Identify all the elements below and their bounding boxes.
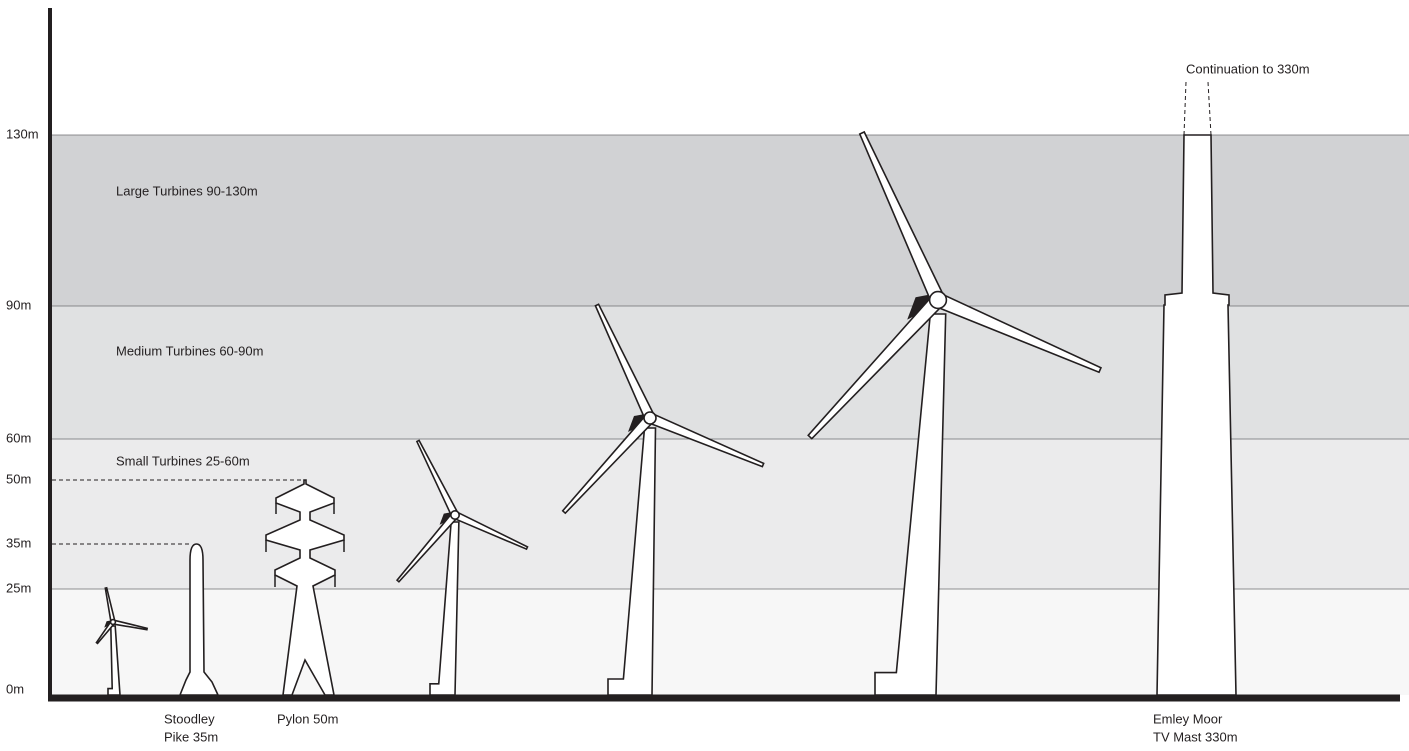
object-label: Stoodley	[164, 711, 215, 726]
object-label: Pike 35m	[164, 729, 218, 744]
turbine-hub	[643, 411, 657, 425]
axis-tick-label: 90m	[6, 297, 31, 312]
object-label: Pylon 50m	[277, 711, 338, 726]
band-label: Medium Turbines 60-90m	[116, 343, 263, 358]
axis-tick-label: 0m	[6, 681, 24, 696]
axis-tick-label: 60m	[6, 430, 31, 445]
stoodley-pike	[178, 543, 220, 696]
band-label: Large Turbines 90-130m	[116, 183, 258, 198]
turbine-hub	[449, 509, 460, 520]
axis-tick-label: 35m	[6, 535, 31, 550]
turbine-hub	[109, 618, 117, 626]
turbines	[95, 130, 1103, 696]
axis-tick-label: 130m	[6, 126, 39, 141]
axis-tick-label: 50m	[6, 471, 31, 486]
continuation-line	[1207, 81, 1212, 136]
axis-tick-label: 25m	[6, 580, 31, 595]
object-label: TV Mast 330m	[1153, 729, 1238, 744]
object-label: Emley Moor	[1153, 711, 1223, 726]
annotation: Continuation to 330m	[1186, 61, 1310, 76]
turbine-hub	[928, 290, 948, 310]
emley-moor-mast	[1156, 81, 1237, 696]
continuation-line	[1183, 81, 1187, 136]
band-label: Small Turbines 25-60m	[116, 453, 250, 468]
pylon	[265, 479, 345, 696]
